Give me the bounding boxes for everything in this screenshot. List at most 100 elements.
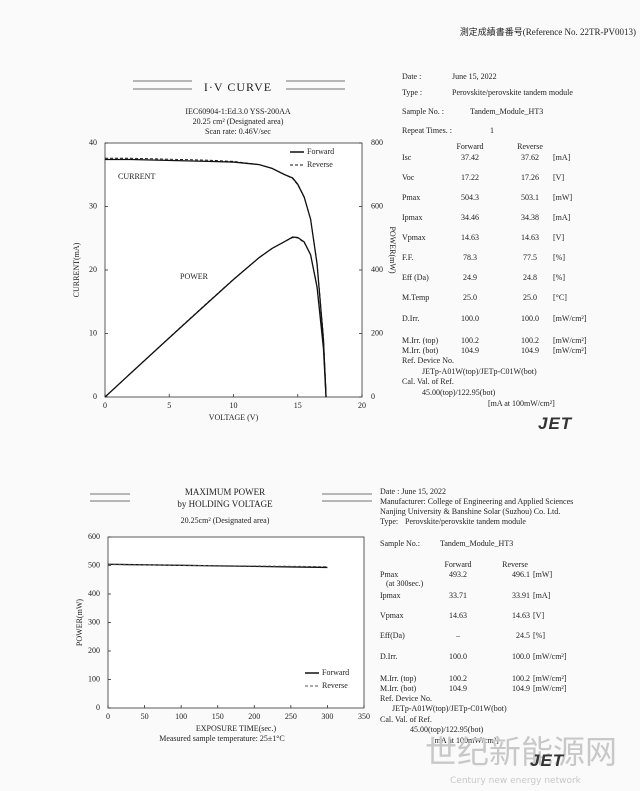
unit: [mW/cm²] [553,336,587,345]
cell: 100.2 [449,674,467,683]
row-label: Pmax [380,570,399,579]
y-axis-label: POWER(mW) [75,599,84,646]
info-value: 1 [490,126,494,135]
logo: JET [530,751,565,770]
cell: 100.0 [512,652,530,661]
x-tick-label: 350 [358,712,370,721]
cell: 100.0 [461,314,479,323]
cell: 104.9 [512,684,530,693]
x-tick-label: 20 [358,401,366,410]
condition: 20.25 cm² (Designated area) [192,117,284,126]
x-tick-label: 15 [294,401,302,410]
unit: [mA] [533,591,551,600]
column-header: Reverse [517,142,543,151]
cell: 37.62 [521,153,539,162]
watermark: 世纪新能源网 [425,733,618,771]
subtitle: 20.25cm² (Designated area) [180,516,270,525]
info-label: Sample No.: [380,539,420,548]
cell: 34.38 [521,213,539,222]
row-label: Ipmax [402,213,423,222]
annotation: CURRENT [118,172,155,181]
cell: – [456,631,460,640]
x-tick-label: 100 [175,712,187,721]
y2-tick-label: 400 [371,265,383,274]
y-tick-label: 300 [88,617,100,626]
data-line [107,564,328,568]
section-title: by HOLDING VOLTAGE [177,499,273,509]
row-label: Isc [402,153,412,162]
row-label: Vpmax [380,611,404,620]
legend-label: Forward [307,147,334,156]
cell: 496.1 [512,570,530,579]
info-line: Manufacturer: College of Engineering and… [380,497,574,506]
y-tick-label: 500 [88,560,100,569]
y-tick-label: 20 [89,265,97,274]
condition: IEC60904-1:Ed.3.0 YSS-200AA [185,107,291,116]
row-label: M.Irr. (bot) [380,684,417,693]
y-tick-label: 200 [88,646,100,655]
watermark: Century new energy network [450,776,581,786]
info-value: June 15, 2022 [452,72,497,81]
unit: [V] [533,611,545,620]
annotation: POWER [180,272,209,281]
x-tick-label: 0 [103,401,107,410]
reference-info: JETp-A01W(top)/JETp-C01W(bot) [392,704,507,713]
reference-info: 45.00(top)/122.95(bot) [410,725,484,734]
cell: 14.63 [461,233,479,242]
y2-tick-label: 800 [371,138,383,147]
section-title: MAXIMUM POWER [184,487,266,497]
cell: 25.0 [463,293,477,302]
x-tick-label: 0 [106,712,110,721]
unit: [V] [553,173,565,182]
x-tick-label: 5 [167,401,171,410]
row-label: Vpmax [402,233,426,242]
cell: 78.3 [463,253,477,262]
unit: [V] [553,233,565,242]
row-label: Voc [402,173,415,182]
cell: 77.5 [523,253,537,262]
cell: 34.46 [461,213,479,222]
legend-label: Reverse [307,160,333,169]
info-label: Type: [380,517,399,526]
cell: 104.9 [449,684,467,693]
info-line: Date : June 15, 2022 [380,487,446,496]
row-label: F.F. [402,253,414,262]
y-axis-label: CURRENT(mA) [72,242,81,297]
unit: [mA] [553,213,571,222]
cell: 24.8 [523,273,537,282]
unit: [mW/cm²] [553,346,587,355]
row-label: D.Irr. [402,314,420,323]
y2-axis-label: POWER(mW) [388,226,397,273]
info-value: Tandem_Module_HT3 [470,107,544,116]
reference-info: Ref. Device No. [380,694,432,703]
unit: [mA] [553,153,571,162]
row-label: M.Temp [402,293,430,302]
y-tick-label: 100 [88,674,100,683]
cell: 100.2 [461,336,479,345]
data-line [105,157,327,391]
y-tick-label: 600 [88,532,100,541]
column-header: Forward [456,142,484,151]
cell: 25.0 [523,293,537,302]
unit: [mW] [533,570,553,579]
unit: [°C] [553,293,567,302]
cell: 100.0 [521,314,539,323]
row-label: D.Irr. [380,652,398,661]
x-tick-label: 250 [285,712,297,721]
reference-info: JETp-A01W(top)/JETp-C01W(bot) [422,367,537,376]
y-tick-label: 10 [89,328,97,337]
reference-info: Ref. Device No. [402,356,454,365]
cell: 33.71 [449,591,467,600]
y2-tick-label: 0 [371,392,375,401]
x-tick-label: 200 [248,712,260,721]
cell: 17.26 [521,173,539,182]
reference-info: [mA at 100mW/cm²] [488,399,555,408]
cell: 504.3 [461,193,479,202]
y2-tick-label: 600 [371,201,383,210]
row-note: (at 300sec.) [386,579,424,588]
row-label: Eff (Da) [402,273,429,282]
condition: Scan rate: 0.46V/sec [205,127,271,136]
info-value: Perovskite/perovskite tandem module [452,88,573,97]
